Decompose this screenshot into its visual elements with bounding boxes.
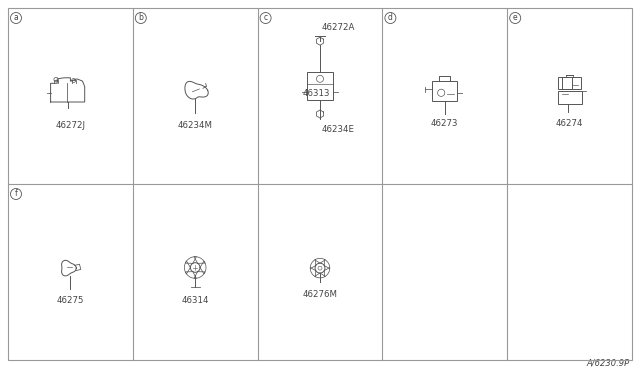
- Text: a: a: [13, 13, 19, 22]
- Bar: [557, 91, 582, 104]
- Text: c: c: [264, 13, 268, 22]
- Text: 46273: 46273: [431, 119, 458, 128]
- Text: A/6230.9P: A/6230.9P: [587, 358, 630, 367]
- Text: 46313: 46313: [302, 89, 330, 98]
- Text: 46275: 46275: [57, 296, 84, 305]
- Text: 46272J: 46272J: [56, 121, 85, 130]
- Text: 46276M: 46276M: [303, 290, 337, 299]
- Text: 46274: 46274: [556, 119, 583, 128]
- Bar: [557, 77, 572, 89]
- Bar: [432, 81, 458, 101]
- Text: 46234M: 46234M: [178, 121, 212, 130]
- Text: e: e: [513, 13, 518, 22]
- Text: d: d: [388, 13, 393, 22]
- Text: 46234E: 46234E: [322, 125, 355, 134]
- Text: f: f: [15, 189, 17, 199]
- Text: 46314: 46314: [182, 296, 209, 305]
- Text: b: b: [138, 13, 143, 22]
- Bar: [307, 73, 333, 100]
- Text: 46272A: 46272A: [322, 23, 355, 32]
- Bar: [562, 77, 581, 89]
